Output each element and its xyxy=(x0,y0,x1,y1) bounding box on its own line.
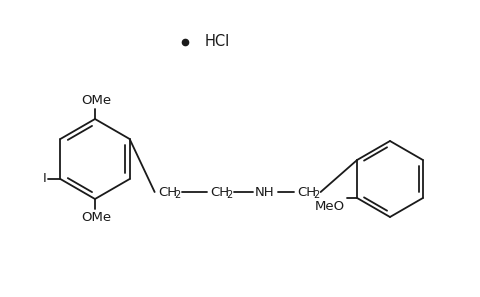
Text: CH: CH xyxy=(158,186,177,198)
Text: HCl: HCl xyxy=(205,34,230,50)
Text: 2: 2 xyxy=(175,190,181,200)
Text: NH: NH xyxy=(255,186,275,198)
Text: 2: 2 xyxy=(313,190,320,200)
Text: OMe: OMe xyxy=(81,211,111,224)
Text: 2: 2 xyxy=(227,190,233,200)
Text: I: I xyxy=(43,173,47,186)
Text: CH: CH xyxy=(297,186,316,198)
Text: MeO: MeO xyxy=(315,200,345,213)
Text: CH: CH xyxy=(210,186,229,198)
Text: OMe: OMe xyxy=(81,94,111,107)
